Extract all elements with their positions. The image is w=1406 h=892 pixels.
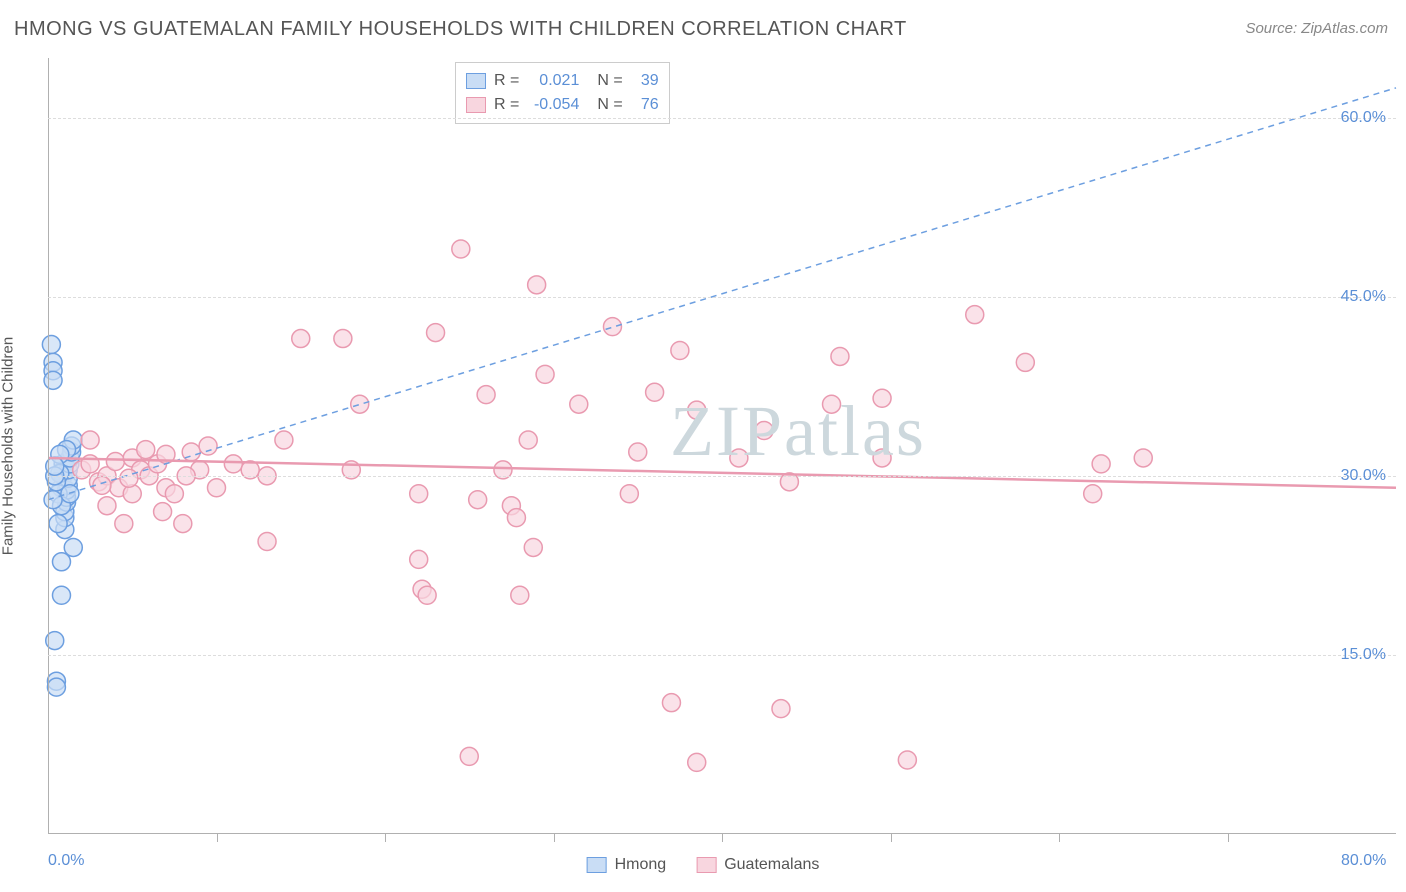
y-tick-label: 60.0%: [1341, 109, 1386, 127]
r-label: R =: [494, 72, 519, 90]
y-axis-label: Family Households with Children: [0, 337, 17, 555]
source-attribution: Source: ZipAtlas.com: [1245, 20, 1388, 37]
gridline: [48, 297, 1396, 298]
legend-label-guatemalans: Guatemalans: [724, 856, 819, 874]
x-tick-label: 0.0%: [48, 852, 84, 870]
n-value: 76: [631, 96, 659, 114]
x-tick: [217, 834, 218, 842]
x-tick: [554, 834, 555, 842]
stats-row: R = 0.021 N = 39: [466, 69, 659, 93]
stats-row: R = -0.054 N = 76: [466, 93, 659, 117]
n-label: N =: [597, 96, 622, 114]
x-tick: [891, 834, 892, 842]
r-value: -0.054: [527, 96, 579, 114]
x-tick-label: 80.0%: [1341, 852, 1386, 870]
r-value: 0.021: [527, 72, 579, 90]
chart-title: HMONG VS GUATEMALAN FAMILY HOUSEHOLDS WI…: [14, 18, 907, 41]
x-tick: [385, 834, 386, 842]
guatemalans-swatch: [696, 857, 716, 873]
x-tick: [1059, 834, 1060, 842]
legend-label-hmong: Hmong: [615, 856, 667, 874]
gridline: [48, 476, 1396, 477]
r-label: R =: [494, 96, 519, 114]
x-tick: [722, 834, 723, 842]
n-label: N =: [597, 72, 622, 90]
plot-border: [48, 58, 1396, 834]
stats-swatch: [466, 97, 486, 113]
gridline: [48, 655, 1396, 656]
legend-item-guatemalans: Guatemalans: [696, 856, 819, 874]
chart-area: [48, 58, 1396, 834]
legend: Hmong Guatemalans: [587, 856, 820, 874]
legend-item-hmong: Hmong: [587, 856, 667, 874]
n-value: 39: [631, 72, 659, 90]
gridline: [48, 118, 1396, 119]
y-tick-label: 45.0%: [1341, 288, 1386, 306]
stats-swatch: [466, 73, 486, 89]
y-tick-label: 30.0%: [1341, 467, 1386, 485]
correlation-stats-box: R = 0.021 N = 39 R = -0.054 N = 76: [455, 62, 670, 124]
x-tick: [1228, 834, 1229, 842]
hmong-swatch: [587, 857, 607, 873]
y-tick-label: 15.0%: [1341, 646, 1386, 664]
